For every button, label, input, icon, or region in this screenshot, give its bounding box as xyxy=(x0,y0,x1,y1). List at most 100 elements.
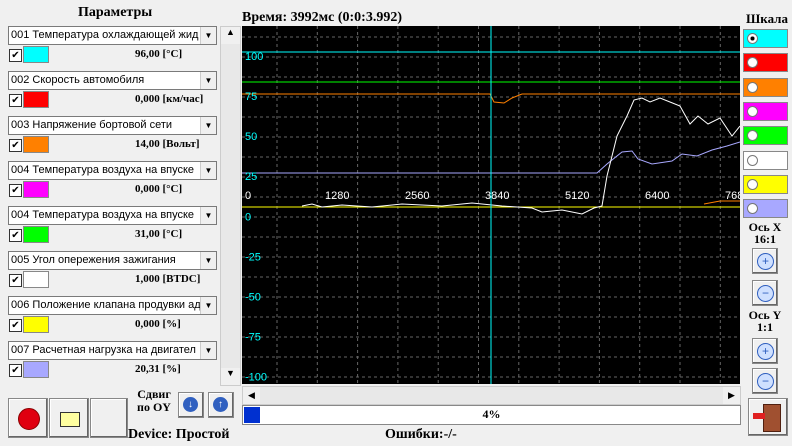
x-axis-label: 7680 xyxy=(725,190,740,202)
zoom-y-out[interactable]: − xyxy=(752,368,778,394)
axis-x-title: Ось X xyxy=(748,220,782,234)
x-axis-label: 5120 xyxy=(565,190,589,202)
scale-radio[interactable] xyxy=(743,101,788,121)
param-dropdown[interactable]: 003 Напряжение бортовой сети ▼ xyxy=(8,116,217,135)
y-axis-label: 25 xyxy=(245,171,257,183)
dropdown-arrow[interactable]: ▼ xyxy=(200,252,216,269)
axis-x-label: Ось X 16:1 xyxy=(742,221,788,245)
x-axis-label: 2560 xyxy=(405,190,429,202)
param-checkbox[interactable]: ✔ xyxy=(9,274,22,287)
radio-dot xyxy=(747,203,758,215)
shift-down-button[interactable]: ↓ xyxy=(178,392,204,418)
open-button[interactable] xyxy=(49,398,89,438)
zoom-y-in[interactable]: + xyxy=(752,338,778,364)
device-label: Device: Простой xyxy=(128,427,230,442)
param-color xyxy=(23,361,49,378)
param-name: 003 Напряжение бортовой сети xyxy=(11,119,173,131)
radio-dot xyxy=(747,81,758,93)
y-axis-label: -100 xyxy=(245,372,267,384)
progress-bar: 4% xyxy=(242,405,741,425)
dropdown-arrow[interactable]: ▼ xyxy=(200,342,216,359)
param-scrollbar[interactable]: ▲ ▼ xyxy=(220,26,241,386)
dropdown-arrow[interactable]: ▼ xyxy=(200,297,216,314)
param-checkbox[interactable]: ✔ xyxy=(9,49,22,62)
dropdown-arrow[interactable]: ▼ xyxy=(200,72,216,89)
param-dropdown[interactable]: 007 Расчетная нагрузка на двигател ▼ xyxy=(8,341,217,360)
param-checkbox[interactable]: ✔ xyxy=(9,94,22,107)
y-axis-label: -25 xyxy=(245,251,261,263)
radio-dot xyxy=(747,105,758,117)
param-color xyxy=(23,316,49,333)
record-button[interactable] xyxy=(8,398,48,438)
param-color xyxy=(23,91,49,108)
errors-label: Ошибки:-/- xyxy=(385,427,457,442)
dropdown-arrow[interactable]: ▼ xyxy=(200,162,216,179)
dropdown-arrow[interactable]: ▼ xyxy=(200,117,216,134)
param-color xyxy=(23,226,49,243)
radio-dot xyxy=(747,57,758,69)
chart-area: 100 75 50 25 0 -25 -50 -75 -100 0 1280 2560 3840 5120… xyxy=(242,26,740,384)
scale-title: Шкала xyxy=(746,11,788,26)
radio-dot xyxy=(747,154,758,166)
param-checkbox[interactable]: ✔ xyxy=(9,229,22,242)
axis-y-title: Ось Y xyxy=(748,308,782,322)
param-value: 20,31 [%] xyxy=(135,363,181,375)
param-value: 96,00 [°C] xyxy=(135,48,183,60)
param-value: 1,000 [BTDC] xyxy=(135,273,201,285)
param-dropdown[interactable]: 005 Угол опережения зажигания ▼ xyxy=(8,251,217,270)
x-axis-label: 1280 xyxy=(325,190,349,202)
param-name: 002 Скорость автомобиля xyxy=(11,74,145,86)
axis-x-ratio: 16:1 xyxy=(754,232,776,246)
param-dropdown[interactable]: 004 Температура воздуха на впуске ▼ xyxy=(8,206,217,225)
param-dropdown[interactable]: 004 Температура воздуха на впуске ▼ xyxy=(8,161,217,180)
axis-y-label: Ось Y 1:1 xyxy=(742,309,788,333)
shift-up-button[interactable]: ↑ xyxy=(208,392,234,418)
param-value: 0,000 [км/час] xyxy=(135,93,204,105)
exit-button[interactable] xyxy=(748,398,788,436)
param-dropdown[interactable]: 002 Скорость автомобиля ▼ xyxy=(8,71,217,90)
axis-y-ratio: 1:1 xyxy=(757,320,773,334)
param-checkbox[interactable]: ✔ xyxy=(9,319,22,332)
y-axis-label: 0 xyxy=(245,211,251,223)
progress-label: 4% xyxy=(482,407,501,421)
y-axis-label: -75 xyxy=(245,332,261,344)
param-color xyxy=(23,181,49,198)
param-name: 004 Температура воздуха на впуске xyxy=(11,164,195,176)
shift-line: Сдвиг xyxy=(137,387,171,401)
scale-radio[interactable] xyxy=(743,174,788,194)
y-axis-label: -50 xyxy=(245,292,261,304)
param-dropdown[interactable]: 001 Температура охлаждающей жид ▼ xyxy=(8,26,217,45)
param-checkbox[interactable]: ✔ xyxy=(9,364,22,377)
zoom-x-in[interactable]: + xyxy=(752,248,778,274)
x-axis-label: 0 xyxy=(245,190,251,202)
time-scrollbar[interactable]: ◀ ▶ xyxy=(242,386,741,405)
scale-radio[interactable] xyxy=(743,77,788,97)
x-axis-label: 3840 xyxy=(485,190,509,202)
time-label: Время: 3992мс (0:0:3.992) xyxy=(242,10,403,25)
params-title: Параметры xyxy=(78,5,153,20)
scale-radio[interactable] xyxy=(743,199,788,219)
param-color xyxy=(23,46,49,63)
param-value: 31,00 [°C] xyxy=(135,228,183,240)
dropdown-arrow[interactable]: ▼ xyxy=(200,27,216,44)
shift-label: Сдвиг по OY xyxy=(132,388,176,414)
param-name: 007 Расчетная нагрузка на двигател xyxy=(11,344,196,356)
empty-button[interactable] xyxy=(90,398,128,438)
param-checkbox[interactable]: ✔ xyxy=(9,184,22,197)
radio-dot xyxy=(747,130,758,142)
param-name: 001 Температура охлаждающей жид xyxy=(11,29,199,41)
param-name: 005 Угол опережения зажигания xyxy=(11,254,176,266)
param-value: 0,000 [%] xyxy=(135,318,181,330)
param-dropdown[interactable]: 006 Положение клапана продувки ад ▼ xyxy=(8,296,217,315)
scale-radio[interactable] xyxy=(743,150,788,170)
param-checkbox[interactable]: ✔ xyxy=(9,139,22,152)
scale-radio[interactable] xyxy=(743,53,788,73)
dropdown-arrow[interactable]: ▼ xyxy=(200,207,216,224)
zoom-x-out[interactable]: − xyxy=(752,280,778,306)
scale-radio[interactable] xyxy=(743,29,788,48)
param-color xyxy=(23,136,49,153)
scale-radio[interactable] xyxy=(743,126,788,146)
param-value: 0,000 [°C] xyxy=(135,183,183,195)
x-axis-label: 6400 xyxy=(645,190,669,202)
